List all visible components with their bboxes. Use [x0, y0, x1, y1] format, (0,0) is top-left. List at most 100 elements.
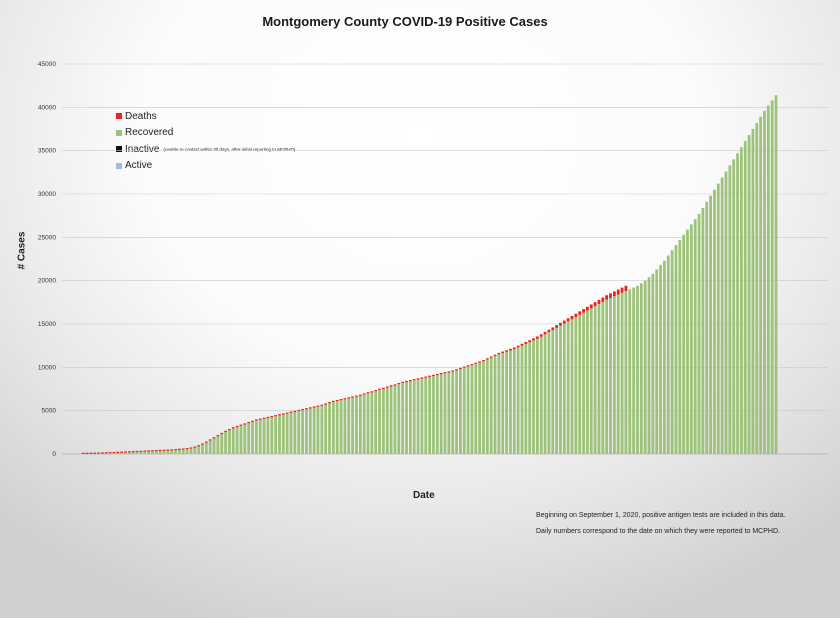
bar-deaths: [293, 410, 297, 412]
bar-recovered: [497, 354, 501, 454]
bar-recovered: [716, 183, 720, 454]
bar-deaths: [566, 318, 570, 322]
bar-recovered: [197, 446, 201, 454]
bar-deaths: [131, 451, 135, 453]
bar-recovered: [247, 423, 251, 454]
bar-recovered: [251, 421, 254, 454]
bar-deaths: [389, 385, 393, 387]
legend-swatch-active: [116, 162, 122, 169]
bar-deaths: [143, 450, 147, 452]
bar-recovered: [728, 165, 732, 454]
bar-recovered: [127, 452, 131, 454]
bar-recovered: [335, 401, 339, 454]
bar-deaths: [586, 306, 589, 311]
bar-recovered: [578, 314, 582, 454]
bar-deaths: [201, 443, 204, 445]
bar-recovered: [482, 361, 485, 454]
bar-recovered: [612, 296, 616, 454]
bar-deaths: [612, 291, 616, 297]
bar-deaths: [312, 406, 316, 408]
bar-deaths: [266, 416, 270, 419]
bar-deaths: [204, 441, 208, 443]
bar-recovered: [281, 414, 285, 454]
bar-recovered: [308, 408, 312, 454]
bar-deaths: [258, 418, 262, 420]
bar-recovered: [289, 412, 293, 454]
bar-recovered: [231, 428, 235, 454]
bar-deaths: [328, 402, 331, 404]
bar-deaths: [578, 311, 582, 315]
legend-item-active: Active: [116, 158, 295, 175]
bar-recovered: [524, 343, 528, 454]
bar-recovered: [343, 399, 347, 454]
bar-deaths: [528, 340, 532, 343]
bar-recovered: [378, 389, 381, 454]
bar-deaths: [532, 338, 535, 341]
bar-recovered: [447, 372, 451, 454]
bar-deaths: [224, 430, 227, 432]
bar-deaths: [139, 450, 143, 452]
bar-recovered: [451, 371, 455, 454]
bar-recovered: [605, 299, 609, 454]
y-tick-label: 0: [52, 451, 56, 458]
bar-recovered: [181, 449, 185, 454]
bar-recovered: [659, 265, 662, 454]
bar-recovered: [562, 323, 566, 454]
bar-recovered: [770, 100, 774, 455]
bar-deaths: [370, 391, 374, 393]
bar-recovered: [509, 350, 512, 454]
chart-note-reporting: Daily numbers correspond to the date on …: [536, 528, 780, 535]
bar-recovered: [532, 340, 535, 454]
bar-deaths: [582, 309, 585, 313]
bar-recovered: [124, 452, 127, 454]
legend-swatch-deaths: [116, 113, 122, 120]
bar-recovered: [547, 332, 551, 454]
bar-deaths: [124, 451, 127, 453]
bar-recovered: [270, 417, 274, 454]
bar-recovered: [139, 451, 143, 454]
bar-recovered: [355, 396, 358, 454]
y-tick-label: 10000: [38, 364, 56, 371]
bar-recovered: [178, 450, 181, 454]
bar-recovered: [235, 427, 239, 454]
y-tick-label: 35000: [38, 148, 56, 155]
bar-deaths: [101, 452, 104, 454]
bar-recovered: [628, 289, 632, 454]
bar-deaths: [589, 304, 593, 309]
bar-recovered: [385, 387, 389, 454]
bar-deaths: [166, 449, 170, 451]
bar-recovered: [162, 450, 166, 454]
bar-deaths: [212, 437, 216, 439]
bar-deaths: [412, 379, 416, 381]
bar-recovered: [112, 453, 116, 454]
bar-recovered: [609, 298, 612, 454]
bar-deaths: [281, 413, 285, 415]
bar-recovered: [405, 382, 408, 454]
bar-deaths: [127, 451, 131, 453]
bar-recovered: [485, 359, 489, 454]
chart-note-antigen: Beginning on September 1, 2020, positive…: [536, 512, 786, 519]
bar-deaths: [228, 428, 231, 431]
bar-deaths: [305, 408, 308, 410]
bar-recovered: [262, 418, 266, 454]
bar-deaths: [120, 451, 124, 453]
bar-recovered: [751, 129, 755, 454]
bar-recovered: [216, 436, 220, 454]
bar-recovered: [120, 452, 124, 454]
bar-deaths: [89, 452, 93, 454]
legend-item-inactive: Inactive (unable to contact within 30 da…: [116, 141, 295, 158]
bar-deaths: [355, 395, 358, 397]
bar-recovered: [543, 334, 547, 454]
bar-recovered: [362, 394, 366, 454]
bar-recovered: [570, 319, 574, 454]
bar-deaths: [393, 384, 397, 386]
bar-recovered: [536, 338, 539, 454]
bar-recovered: [320, 405, 324, 454]
bar-recovered: [328, 403, 331, 454]
bar-recovered: [420, 378, 424, 454]
bar-deaths: [320, 404, 324, 406]
bar-recovered: [424, 377, 428, 454]
bar-recovered: [154, 451, 158, 454]
bar-deaths: [316, 405, 320, 407]
